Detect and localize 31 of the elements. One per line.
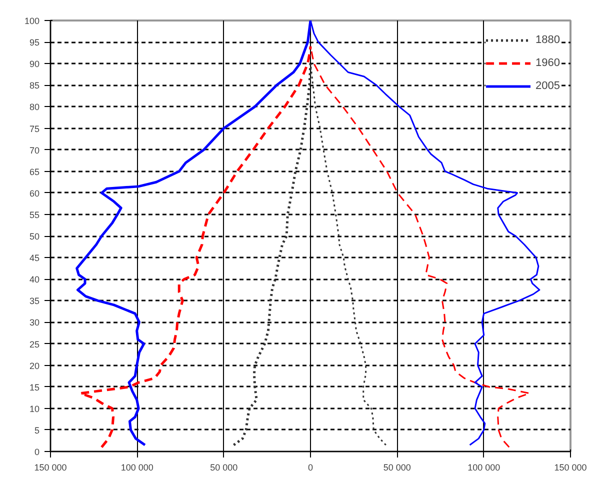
x-tick-label: 100 000 [120,462,154,472]
y-tick-label: 30 [29,318,40,328]
y-tick-label: 5 [34,425,40,436]
y-tick-label: 40 [29,274,40,285]
legend-label: 1960 [536,57,560,69]
y-tick-label: 100 [24,16,40,26]
y-tick-label: 45 [29,253,40,264]
x-tick-label: 50 000 [210,462,238,472]
y-tick-label: 20 [29,360,40,371]
y-tick-label: 0 [34,447,40,457]
y-tick-label: 15 [29,382,40,392]
y-tick-label: 35 [29,296,40,306]
y-tick-label: 85 [29,80,40,91]
x-tick-label: 0 [308,462,314,472]
legend-label: 1880 [536,34,560,46]
legend-label: 2005 [536,80,560,92]
y-tick-label: 25 [29,339,40,350]
y-tick-label: 90 [29,59,40,70]
y-tick-label: 10 [29,404,40,414]
y-tick-label: 55 [29,210,40,220]
y-tick-label: 95 [29,38,40,48]
x-tick-label: 150 000 [554,462,587,472]
x-tick-label: 150 000 [34,462,67,472]
y-tick-label: 60 [29,188,40,198]
x-tick-label: 100 000 [468,462,500,472]
y-tick-label: 65 [29,166,40,177]
y-tick-label: 50 [29,232,40,242]
y-tick-label: 75 [29,124,40,134]
y-tick-label: 70 [29,145,40,156]
x-tick-label: 50 000 [383,462,411,472]
y-tick-label: 80 [29,102,40,112]
